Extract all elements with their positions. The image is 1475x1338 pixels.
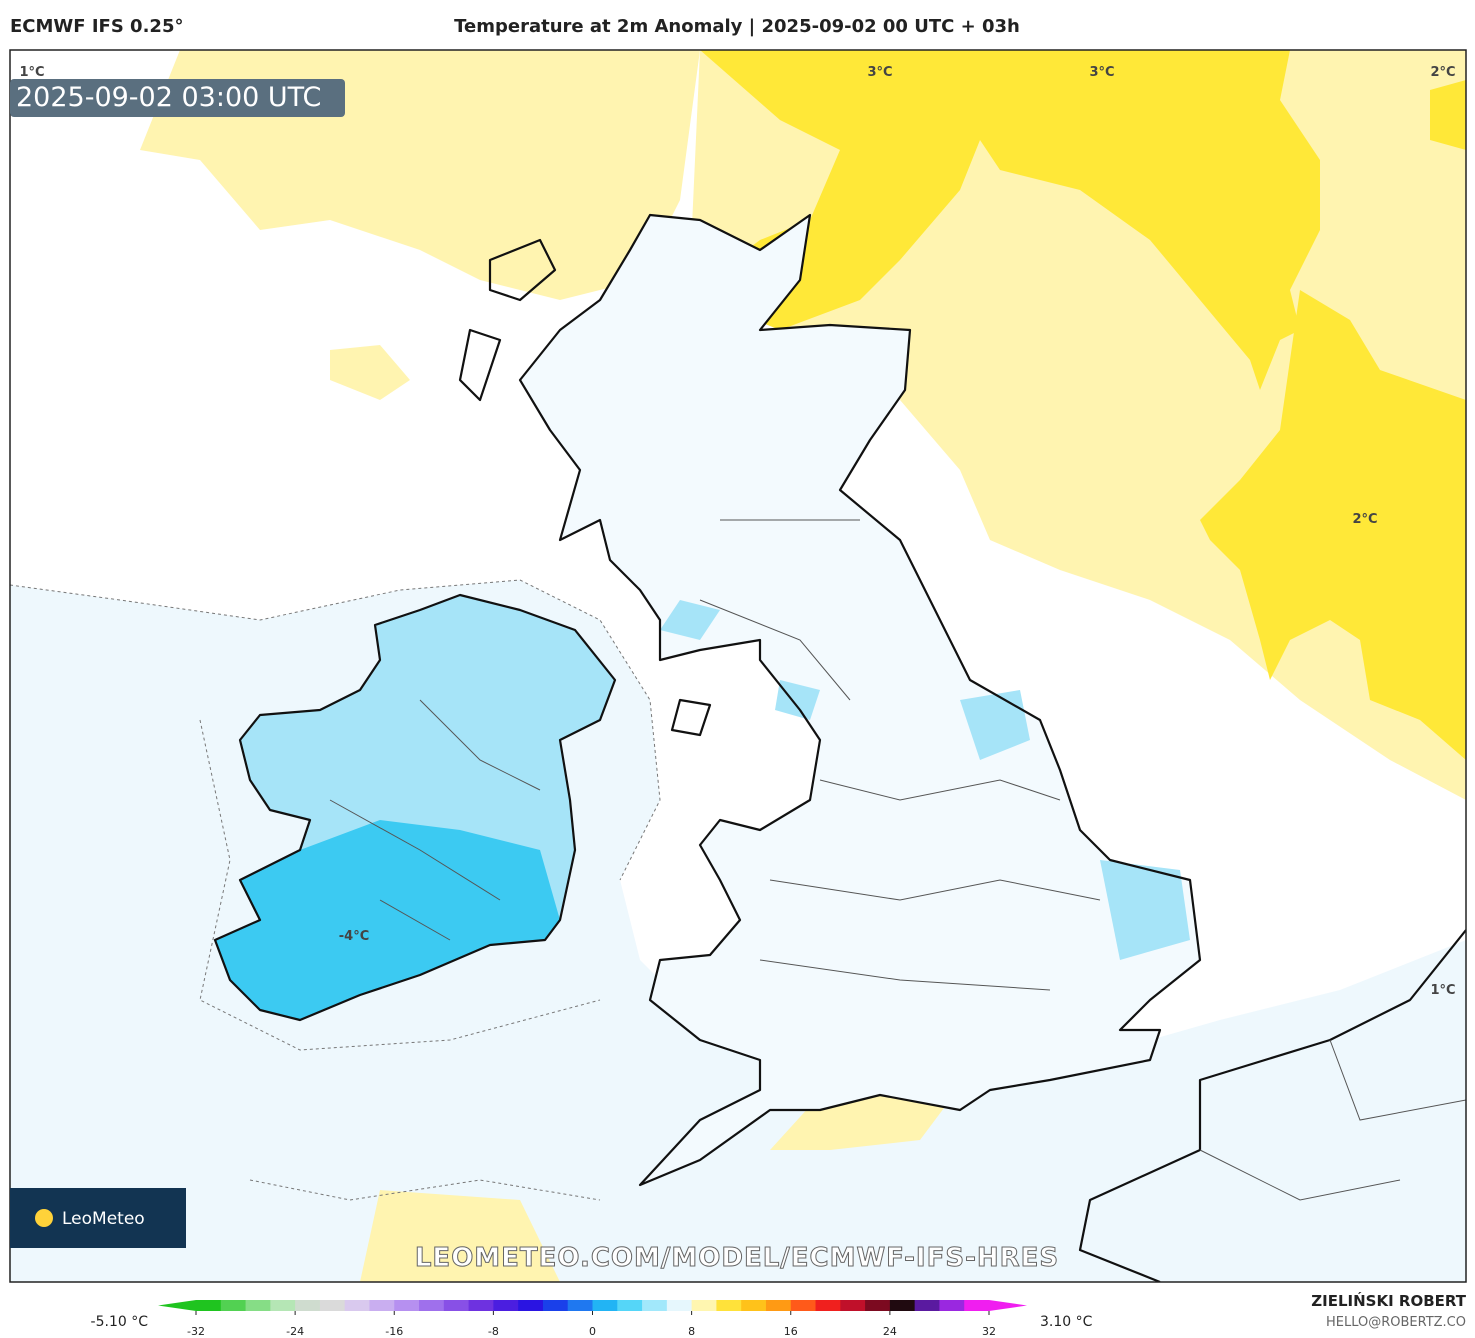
admin-border xyxy=(329,519,1466,1201)
warm-core xyxy=(700,50,1320,390)
colorbar-segment xyxy=(443,1300,470,1311)
colorbar-segment xyxy=(493,1300,519,1311)
colorbar-segment xyxy=(419,1300,445,1311)
colorbar-segment xyxy=(196,1300,222,1311)
logo-text: LeoMeteo xyxy=(62,1209,145,1229)
colorbar-segment xyxy=(666,1300,693,1311)
colorbar-segment xyxy=(642,1300,668,1311)
colorbar-segment xyxy=(617,1300,643,1311)
isoline xyxy=(10,579,661,1201)
colorbar-tick-label: 32 xyxy=(982,1325,996,1338)
colorbar-segment xyxy=(245,1300,271,1311)
colorbar-segment xyxy=(567,1300,593,1311)
contour-label: -4°C xyxy=(339,929,369,944)
warm-core xyxy=(1200,290,1466,760)
colorbar-tick-label: 24 xyxy=(883,1325,897,1338)
email: HELLO@ROBERTZ.CO xyxy=(1326,1315,1466,1330)
author: ZIELIŃSKI ROBERT xyxy=(1311,1291,1466,1310)
colorbar-tick-label: 0 xyxy=(589,1325,596,1338)
map-frame xyxy=(9,49,1467,1283)
colorbar-segment xyxy=(865,1300,891,1311)
colorbar-segment xyxy=(220,1300,247,1311)
colorbar-tick-label: -8 xyxy=(488,1325,499,1338)
coastline xyxy=(1078,929,1466,1282)
colorbar-segment xyxy=(295,1300,321,1311)
colorbar-tick-label: 16 xyxy=(784,1325,798,1338)
colorbar-segment xyxy=(765,1300,792,1311)
colorbar-segment xyxy=(319,1300,346,1311)
colorbar-extend xyxy=(989,1300,1027,1311)
colorbar-segment xyxy=(741,1300,767,1311)
map: 2025-09-02 03:00 UTC LeoMeteo LEOMETEO.C… xyxy=(9,49,1467,1283)
colorbar-segment xyxy=(939,1300,965,1311)
colorbar-tick-label: -32 xyxy=(187,1325,205,1338)
model-name: ECMWF IFS 0.25° xyxy=(10,16,183,37)
colorbar-extend xyxy=(158,1300,196,1311)
colorbar-max: 3.10 °C xyxy=(1040,1314,1093,1330)
coastline xyxy=(213,593,617,1022)
warm-region xyxy=(360,1190,560,1282)
contour-label: 3°C xyxy=(867,65,892,80)
colorbar-segment xyxy=(369,1300,395,1311)
colorbar-segment xyxy=(691,1300,717,1311)
warm-region xyxy=(330,345,410,400)
colorbar-tick-label: 8 xyxy=(688,1325,695,1338)
coastline xyxy=(518,213,1202,1187)
cold-core xyxy=(215,820,560,1020)
coastline xyxy=(458,238,712,737)
colorbar-segment xyxy=(542,1300,569,1311)
colorbar-segment xyxy=(394,1300,420,1311)
colorbar: -32 -24 -16 -8 0 8 16 24 32 xyxy=(158,1300,1027,1338)
timestamp-box xyxy=(10,79,345,117)
warm-core xyxy=(1430,80,1466,150)
contour-label: 1°C xyxy=(1430,983,1455,998)
colorbar-segment xyxy=(716,1300,742,1311)
colorbar-segment xyxy=(790,1300,817,1311)
colorbar-segment xyxy=(964,1300,990,1311)
colorbar-segment xyxy=(592,1300,618,1311)
contour-label: 2°C xyxy=(1430,65,1455,80)
colorbar-segment xyxy=(914,1300,940,1311)
colorbar-segment xyxy=(270,1300,296,1311)
colorbar-segment xyxy=(344,1300,370,1311)
contour-label: 2°C xyxy=(1352,512,1377,527)
great-britain xyxy=(520,215,1200,1185)
colorbar-tick-label: -24 xyxy=(286,1325,304,1338)
timestamp: 2025-09-02 03:00 UTC xyxy=(16,82,321,113)
colorbar-min: -5.10 °C xyxy=(91,1314,149,1330)
map-title: Temperature at 2m Anomaly | 2025-09-02 0… xyxy=(454,16,1020,37)
colorbar-segment xyxy=(840,1300,866,1311)
colorbar-segment xyxy=(518,1300,544,1311)
colorbar-segment xyxy=(468,1300,494,1311)
colorbar-tick-label: -16 xyxy=(385,1325,403,1338)
colorbar-segment xyxy=(815,1300,841,1311)
watermark: LEOMETEO.COM/MODEL/ECMWF-IFS-HRES xyxy=(415,1243,1059,1273)
cold-patch xyxy=(660,600,1190,960)
colorbar-segment xyxy=(889,1300,916,1311)
contour-label: 3°C xyxy=(1089,65,1114,80)
logo-sun xyxy=(35,1209,53,1227)
contour-label: 1°C xyxy=(19,65,44,80)
